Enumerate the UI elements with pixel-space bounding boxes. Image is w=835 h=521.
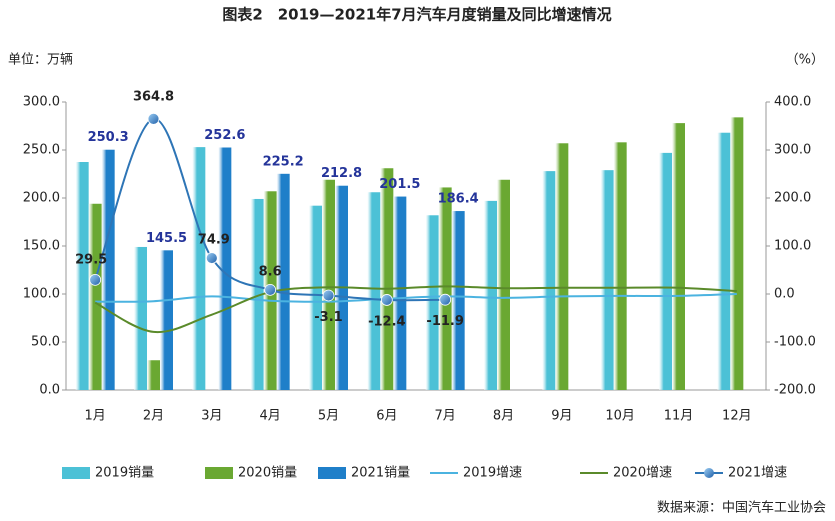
- y2-tick-label: -200.0: [774, 383, 816, 398]
- y2-tick-label: 300.0: [774, 143, 811, 158]
- legend-label: 2021增速: [728, 466, 787, 481]
- bar: [250, 198, 264, 390]
- x-tick-label: 12月: [722, 409, 752, 424]
- data-label: 29.5: [75, 252, 107, 267]
- bar: [218, 147, 232, 390]
- y2-axis-label: （%）: [786, 53, 824, 68]
- legend-label: 2020增速: [613, 466, 672, 481]
- x-tick-label: 2月: [143, 409, 164, 424]
- x-tick-label: 3月: [201, 409, 222, 424]
- y2-tick-label: 100.0: [774, 239, 811, 254]
- data-label: -12.4: [368, 314, 405, 329]
- y2-tick-label: 400.0: [774, 95, 811, 110]
- legend-swatch: [318, 467, 346, 479]
- bar: [659, 152, 672, 390]
- x-tick-label: 8月: [493, 409, 514, 424]
- bar: [542, 171, 556, 390]
- data-label: -11.9: [426, 314, 463, 329]
- bar: [192, 147, 206, 390]
- x-tick-label: 1月: [85, 409, 106, 424]
- y-tick-label: 0.0: [39, 383, 60, 398]
- bar: [322, 179, 335, 390]
- line-marker: [322, 289, 335, 302]
- bar: [425, 215, 439, 390]
- data-label: 364.8: [133, 89, 174, 104]
- x-tick-label: 11月: [664, 409, 694, 424]
- data-label: 250.3: [88, 130, 129, 145]
- bar: [555, 143, 569, 390]
- x-tick-label: 10月: [605, 409, 635, 424]
- bar: [717, 132, 731, 390]
- data-label: 212.8: [321, 166, 362, 181]
- bar: [600, 170, 614, 390]
- legend-marker: [704, 468, 714, 478]
- bar: [88, 203, 102, 390]
- y-tick-label: 100.0: [23, 287, 60, 302]
- y-tick-label: 200.0: [23, 191, 60, 206]
- legend-label: 2021销量: [351, 466, 410, 481]
- bar: [101, 149, 115, 390]
- data-label: 201.5: [379, 177, 420, 192]
- data-label: 225.2: [263, 154, 304, 169]
- line-marker: [89, 273, 102, 286]
- x-tick-label: 7月: [435, 409, 456, 424]
- legend-swatch: [62, 467, 90, 479]
- y-tick-label: 250.0: [23, 143, 60, 158]
- legend-swatch: [205, 467, 233, 479]
- bar: [672, 123, 685, 391]
- bar: [497, 179, 510, 390]
- line-marker: [264, 283, 277, 296]
- bar: [147, 360, 160, 390]
- y-tick-label: 50.0: [31, 335, 60, 350]
- line: [94, 117, 446, 302]
- x-tick-label: 6月: [376, 409, 397, 424]
- bar: [393, 196, 407, 390]
- bar: [276, 173, 290, 390]
- line: [95, 293, 737, 303]
- y2-tick-label: 0.0: [774, 287, 795, 302]
- y2-tick-label: -100.0: [774, 335, 816, 350]
- data-label: 186.4: [438, 192, 479, 207]
- x-tick-label: 5月: [318, 409, 339, 424]
- data-label: 145.5: [146, 231, 187, 246]
- bar: [134, 246, 147, 390]
- bar: [730, 117, 744, 391]
- line-marker: [439, 293, 452, 306]
- y-tick-label: 300.0: [23, 95, 60, 110]
- bar: [160, 250, 173, 390]
- legend-label: 2019销量: [95, 466, 154, 481]
- y2-tick-label: 200.0: [774, 191, 811, 206]
- line: [94, 285, 737, 334]
- y-axis-label: 单位：万辆: [8, 53, 73, 68]
- line-marker: [147, 112, 160, 125]
- bar: [75, 162, 89, 390]
- source: 数据来源：中国汽车工业协会: [657, 500, 826, 516]
- bar: [367, 192, 381, 390]
- data-label: 8.6: [259, 264, 282, 279]
- bar: [613, 142, 627, 390]
- data-label: -3.1: [314, 310, 342, 325]
- bar: [380, 168, 394, 390]
- line-marker: [205, 252, 218, 264]
- line-marker: [380, 294, 393, 306]
- data-label: 74.9: [198, 233, 230, 248]
- bar: [484, 200, 497, 390]
- x-tick-label: 4月: [260, 409, 281, 424]
- legend-label: 2020销量: [238, 466, 297, 481]
- y-tick-label: 150.0: [23, 239, 60, 254]
- bar: [451, 211, 465, 390]
- legend-label: 2019增速: [463, 466, 522, 481]
- chart-title: 图表2 2019—2021年7月汽车月度销量及同比增速情况: [222, 6, 611, 24]
- x-tick-label: 9月: [551, 409, 572, 424]
- bar: [438, 187, 452, 390]
- bar: [309, 205, 322, 390]
- data-label: 252.6: [204, 128, 245, 143]
